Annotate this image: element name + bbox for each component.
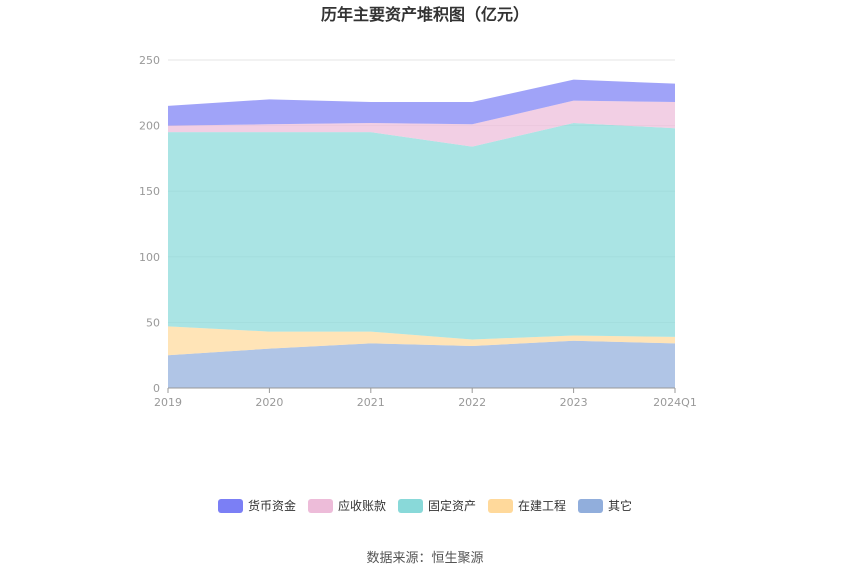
legend-item[interactable]: 在建工程 <box>488 498 566 513</box>
chart-title: 历年主要资产堆积图（亿元） <box>321 5 529 24</box>
legend-label: 固定资产 <box>428 498 476 513</box>
legend[interactable]: 货币资金 应收账款 固定资产 在建工程 其它 <box>218 498 632 513</box>
x-tick-label: 2023 <box>560 396 588 409</box>
legend-swatch <box>398 499 423 513</box>
x-tick-label: 2024Q1 <box>653 396 697 409</box>
legend-item[interactable]: 固定资产 <box>398 498 476 513</box>
legend-swatch <box>488 499 513 513</box>
legend-label: 应收账款 <box>338 498 386 513</box>
legend-label: 货币资金 <box>248 498 296 513</box>
y-tick-label: 100 <box>139 251 160 264</box>
axes: 0 50 100 150 200 250 2019 2020 2021 2022 2023 2024Q… <box>139 54 697 409</box>
x-tick-label: 2019 <box>154 396 182 409</box>
x-tick-label: 2022 <box>458 396 486 409</box>
y-tick-label: 250 <box>139 54 160 67</box>
series-area-3 <box>168 100 675 147</box>
legend-label: 在建工程 <box>518 498 566 513</box>
y-tick-label: 200 <box>139 120 160 133</box>
x-tick-label: 2020 <box>255 396 283 409</box>
legend-item[interactable]: 其它 <box>578 498 632 513</box>
y-tick-label: 150 <box>139 185 160 198</box>
series-area-2 <box>168 122 675 340</box>
legend-item[interactable]: 应收账款 <box>308 498 386 513</box>
areas <box>168 79 675 388</box>
legend-label: 其它 <box>608 498 632 513</box>
series-area-1 <box>168 326 675 356</box>
series-area-0 <box>168 340 675 388</box>
legend-swatch <box>578 499 603 513</box>
source-note: 数据来源：恒生聚源 <box>366 551 483 566</box>
series-area-4 <box>168 79 675 126</box>
legend-swatch <box>308 499 333 513</box>
legend-item[interactable]: 货币资金 <box>218 498 296 513</box>
y-tick-label: 50 <box>146 316 160 329</box>
x-tick-label: 2021 <box>357 396 385 409</box>
y-tick-label: 0 <box>153 382 160 395</box>
legend-swatch <box>218 499 243 513</box>
